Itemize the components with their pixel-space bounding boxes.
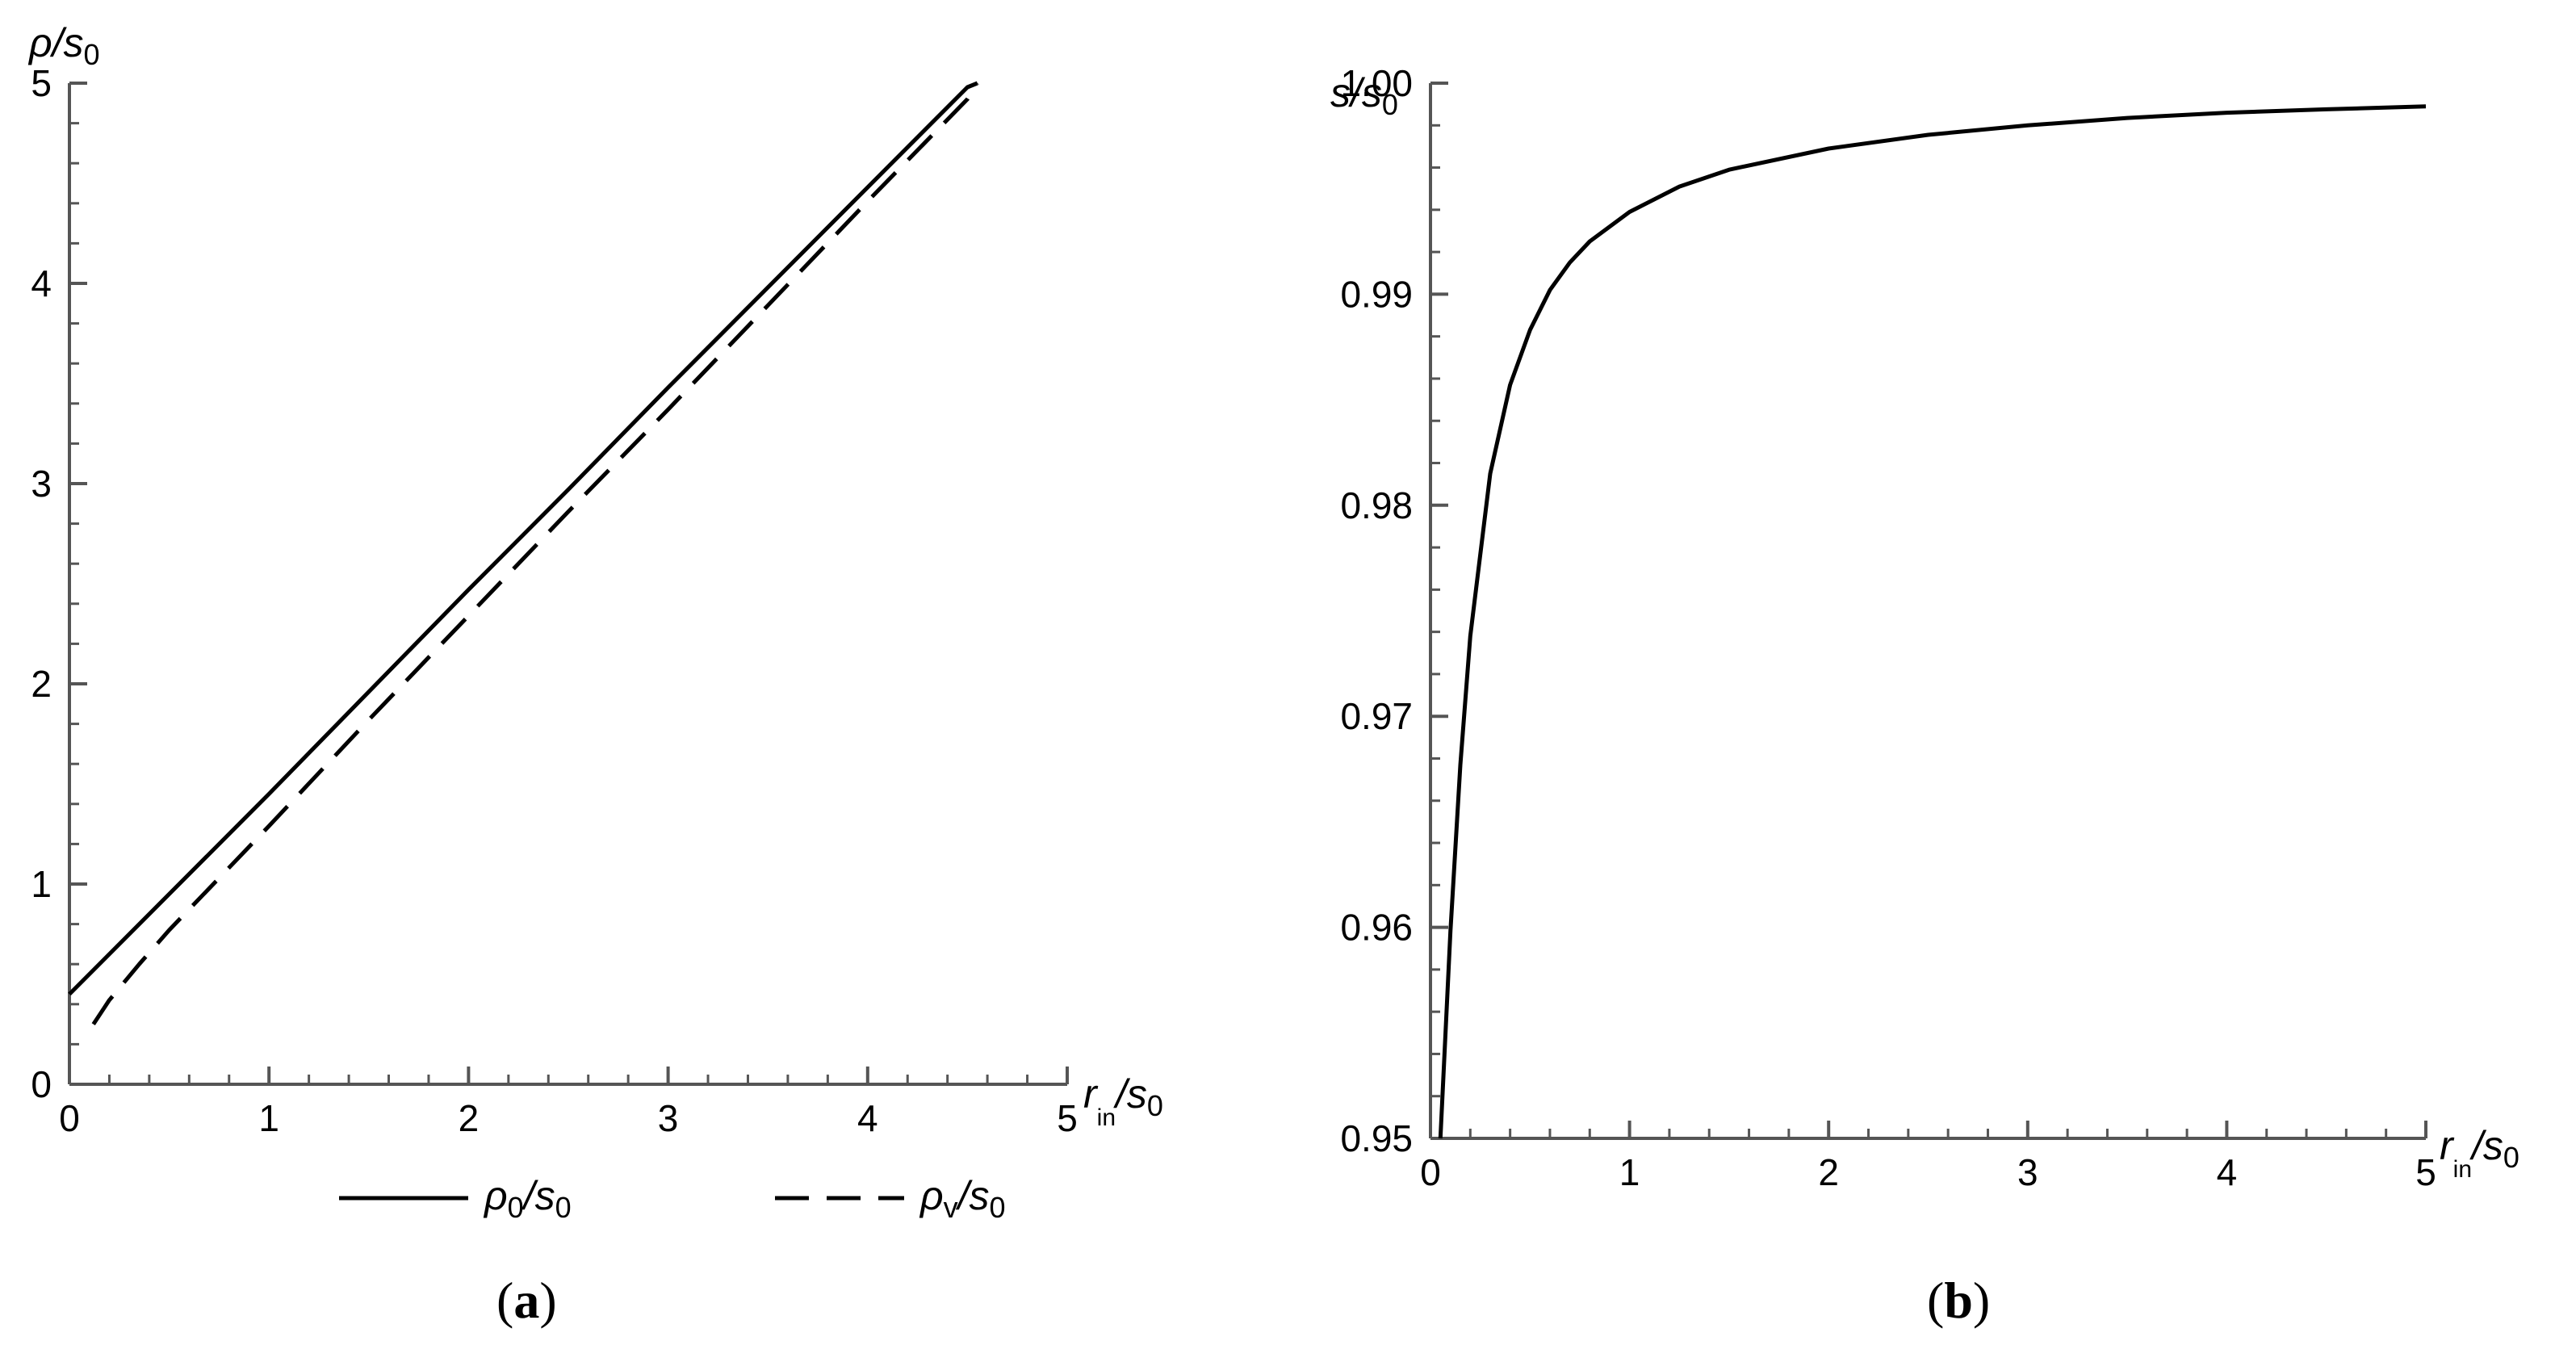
series-line-solid (1438, 104, 2427, 1139)
y-axis-title-main: s/s (1330, 70, 1382, 115)
x-axis-title-rest: /s (1113, 1071, 1147, 1117)
y-axis-title-sub: 0 (84, 38, 100, 71)
x-tick-label: 5 (2415, 1151, 2436, 1193)
series-line-solid (68, 81, 978, 996)
y-tick-label: 0.96 (1340, 907, 1413, 949)
legend-label-rest: /s (956, 1173, 990, 1218)
y-tick-label: 1.00 (1340, 62, 1413, 104)
legend-label-sub2: 0 (990, 1191, 1006, 1224)
x-tick-label: 3 (658, 1097, 679, 1139)
y-axis-title-sub: 0 (1382, 88, 1398, 121)
x-axis-title: rin/s0 (2440, 1123, 2519, 1183)
y-tick-label: 0.97 (1340, 695, 1413, 737)
chart-panel-b: 0 1 2 3 4 50.950.960.970.980.991.00s/s0rin/s0… (1330, 62, 2519, 1329)
x-tick-label: 4 (857, 1097, 878, 1139)
panel-label-close: ) (539, 1272, 556, 1329)
y-tick-label: 1 (31, 863, 52, 905)
legend-label-sub: 0 (508, 1191, 524, 1224)
legend-label: ρ0/s0 (483, 1173, 572, 1224)
legend-label-main: ρ (919, 1173, 944, 1218)
x-tick-label: 4 (2217, 1151, 2238, 1193)
x-tick-label: 0 (59, 1097, 80, 1139)
y-tick-label: 0 (31, 1063, 52, 1105)
x-tick-label: 5 (1057, 1097, 1078, 1139)
y-tick-label: 0.95 (1340, 1117, 1413, 1159)
x-tick-label: 2 (459, 1097, 480, 1139)
x-tick-label: 2 (1818, 1151, 1839, 1193)
y-tick-label: 0.99 (1340, 273, 1413, 315)
x-axis-title-rest: /s (2469, 1123, 2503, 1168)
legend-label: ρv/s0 (919, 1173, 1006, 1224)
x-axis-title-sub2: 0 (1147, 1089, 1163, 1122)
x-axis-title-sub: in (2453, 1156, 2472, 1183)
y-axis-title: s/s0 (1330, 70, 1398, 121)
panel-label-letter: a (513, 1272, 539, 1329)
legend-label-sub2: 0 (555, 1191, 572, 1224)
x-axis-title-main: r (2440, 1123, 2455, 1168)
panel-label: (a) (496, 1272, 557, 1329)
y-tick-label: 0.98 (1340, 484, 1413, 526)
panel-label-open: ( (1927, 1272, 1944, 1329)
panel-label: (b) (1927, 1272, 1990, 1329)
x-tick-label: 0 (1420, 1151, 1441, 1193)
series-line-dashed (91, 82, 979, 1025)
y-axis-title-main: ρ/s (27, 20, 84, 65)
panel-label-letter: b (1944, 1272, 1973, 1329)
x-axis-title-sub: in (1097, 1104, 1116, 1131)
y-axis-title: ρ/s0 (27, 20, 100, 71)
x-tick-label: 3 (2017, 1151, 2038, 1193)
panel-label-close: ) (1973, 1272, 1990, 1329)
legend-label-rest: /s (521, 1173, 555, 1218)
x-tick-label: 1 (1619, 1151, 1640, 1193)
x-tick-label: 1 (258, 1097, 279, 1139)
y-tick-label: 2 (31, 663, 52, 705)
y-tick-label: 5 (31, 62, 52, 104)
x-axis-title: rin/s0 (1083, 1071, 1163, 1131)
y-tick-label: 4 (31, 262, 52, 304)
panel-label-open: ( (496, 1272, 513, 1329)
legend-label-sub: v (944, 1191, 958, 1224)
x-axis-title-sub2: 0 (2503, 1141, 2519, 1174)
x-axis-title-main: r (1083, 1071, 1099, 1117)
y-tick-label: 3 (31, 463, 52, 505)
legend-label-main: ρ (483, 1173, 508, 1218)
